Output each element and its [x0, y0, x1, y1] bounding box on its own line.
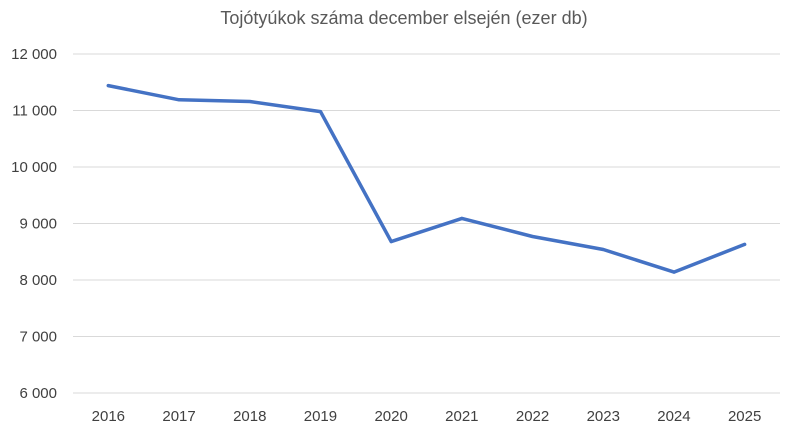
data-point	[389, 240, 393, 244]
x-tick-label: 2016	[92, 408, 125, 425]
x-tick-label: 2020	[374, 408, 407, 425]
y-tick-label: 9 000	[19, 216, 57, 233]
y-tick-label: 10 000	[11, 159, 57, 176]
data-point	[177, 98, 181, 102]
y-tick-label: 8 000	[19, 272, 57, 289]
series-line	[106, 83, 747, 274]
y-tick-label: 6 000	[19, 385, 57, 402]
data-point	[672, 270, 676, 274]
points-layer	[106, 84, 747, 274]
x-tick-label: 2021	[445, 408, 478, 425]
data-point	[743, 242, 747, 246]
chart-title: Tojótyúkok száma december elsején (ezer …	[220, 8, 587, 28]
y-tick-label: 11 000	[12, 103, 57, 120]
data-point	[531, 234, 535, 238]
y-tick-label: 12 000	[11, 46, 57, 63]
x-tick-label: 2024	[657, 408, 690, 425]
gridlines	[73, 53, 780, 394]
data-point	[601, 247, 605, 251]
x-tick-label: 2025	[728, 408, 761, 425]
x-tick-label: 2018	[233, 408, 266, 425]
x-tick-label: 2023	[587, 408, 620, 425]
data-point	[318, 110, 322, 114]
y-axis-tick-labels: 6 000 7 000 8 000 9 000 10 000 11 000 12 000	[11, 46, 57, 402]
x-axis-tick-labels: 2016 2017 2018 2019 2020 2021 2022 2023 2024 2025	[92, 408, 762, 425]
x-tick-label: 2019	[304, 408, 337, 425]
data-point	[106, 84, 110, 88]
x-tick-label: 2017	[162, 408, 195, 425]
data-point	[460, 216, 464, 220]
data-point	[248, 99, 252, 103]
series-layer	[106, 83, 747, 274]
x-tick-label: 2022	[516, 408, 549, 425]
y-tick-label: 7 000	[19, 329, 57, 346]
